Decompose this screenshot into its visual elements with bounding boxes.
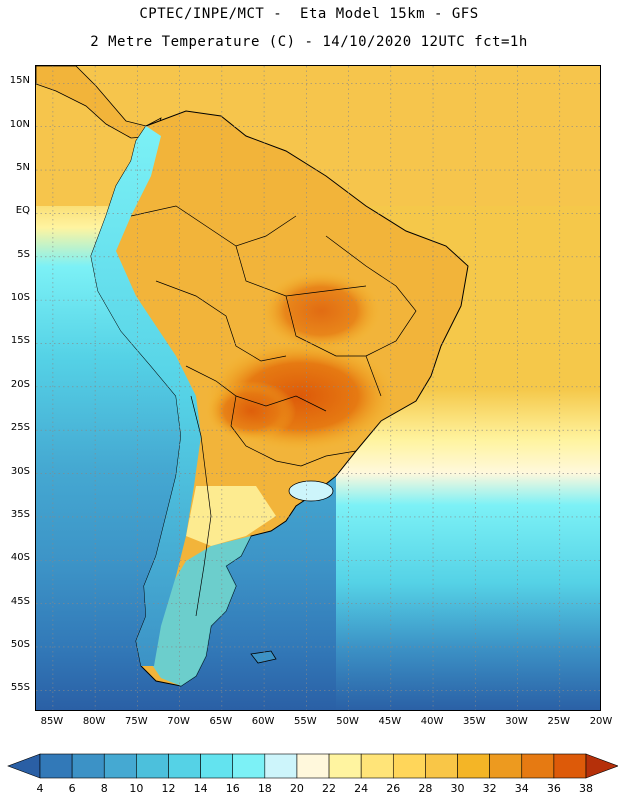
- lon-label: 25W: [547, 716, 571, 727]
- colorbar-swatch: [521, 753, 555, 779]
- colorbar-swatch: [553, 753, 587, 779]
- colorbar-over-arrow: [585, 753, 618, 779]
- hot-core-paraguay: [206, 381, 296, 441]
- lon-label: 40W: [420, 716, 444, 727]
- colorbar-tick-label: 38: [579, 782, 593, 795]
- lon-label: 50W: [336, 716, 359, 727]
- lat-label: 15S: [10, 335, 30, 347]
- colorbar-swatch: [425, 753, 458, 779]
- title-line-1: CPTEC/INPE/MCT - Eta Model 15km - GFS: [139, 6, 479, 22]
- colorbar-tick-label: 30: [451, 782, 465, 795]
- colorbar-swatch: [328, 753, 362, 779]
- border-paraguay: [230, 395, 302, 467]
- lon-label: 60W: [251, 716, 275, 727]
- border-bolivia-brazil: [185, 365, 327, 412]
- colorbar-tick-label: 10: [129, 782, 143, 795]
- lat-label: 30S: [10, 465, 30, 477]
- lat-label: 5S: [17, 248, 30, 260]
- lat-label: 10N: [9, 118, 30, 130]
- colorbar-swatch: [392, 753, 426, 779]
- colorbar-tick-label: 12: [161, 782, 175, 795]
- lon-label: 45W: [378, 716, 402, 727]
- colorbar-swatch: [136, 753, 169, 779]
- border-states-center: [285, 295, 382, 397]
- colorbar-swatch: [296, 753, 330, 779]
- colorbar-swatch: [360, 753, 394, 779]
- andes-cold-strip: [91, 126, 201, 666]
- colorbar-swatches: [7, 753, 618, 779]
- lat-label: 10S: [10, 292, 30, 304]
- colorbar-tick-label: 22: [322, 782, 336, 795]
- lon-label: 75W: [125, 716, 148, 727]
- colorbar-swatch: [39, 753, 73, 779]
- colorbar: 4 6 8 10 12 14 16 18 20 22 24 26 28 30 32 34 36 38: [7, 753, 618, 795]
- rio-de-la-plata: [288, 480, 334, 502]
- country-borders: [130, 205, 417, 617]
- colorbar-tick-label: 28: [418, 782, 432, 795]
- colorbar-tick-label: 34: [515, 782, 529, 795]
- colorbar-tick-label: 14: [194, 782, 208, 795]
- map-canvas: [36, 66, 600, 710]
- lon-label: 55W: [294, 716, 317, 727]
- patagonia-cool: [146, 536, 251, 686]
- lat-label: 55S: [10, 682, 30, 694]
- colorbar-swatch: [457, 753, 490, 779]
- lat-label: EQ: [15, 205, 30, 217]
- lat-label: 25S: [10, 422, 30, 434]
- lon-label: 30W: [505, 716, 528, 727]
- lon-label: 35W: [462, 716, 486, 727]
- colorbar-tick-label: 32: [483, 782, 497, 795]
- colorbar-swatch: [489, 753, 523, 779]
- border-chile-argentina: [190, 395, 212, 617]
- lon-label: 20W: [589, 716, 613, 727]
- hot-core-north: [261, 271, 381, 351]
- colorbar-swatch: [200, 753, 234, 779]
- colorbar-tick-label: 8: [101, 782, 108, 795]
- colorbar-swatch: [168, 753, 201, 779]
- lon-label: 65W: [209, 716, 233, 727]
- lon-label: 80W: [82, 716, 106, 727]
- lat-label: 50S: [10, 638, 30, 650]
- colorbar-swatch: [103, 753, 137, 779]
- map-frame: [35, 65, 601, 711]
- colorbar-tick-label: 24: [354, 782, 368, 795]
- lat-label: 20S: [10, 378, 30, 390]
- pampas-mild: [186, 486, 276, 546]
- lon-label: 70W: [167, 716, 190, 727]
- colorbar-tick-label: 4: [37, 782, 44, 795]
- title-line-2: 2 Metre Temperature (C) - 14/10/2020 12U…: [90, 34, 528, 50]
- lat-label: 5N: [16, 162, 30, 174]
- colorbar-swatch: [71, 753, 105, 779]
- border-uruguay: [300, 450, 357, 467]
- lat-label: 45S: [10, 595, 30, 607]
- lon-label: 85W: [40, 716, 64, 727]
- colorbar-tick-label: 36: [547, 782, 561, 795]
- colorbar-labels: 4 6 8 10 12 14 16 18 20 22 24 26 28 30 32 34 36 38: [37, 782, 594, 795]
- colorbar-under-arrow: [7, 753, 41, 779]
- colorbar-tick-label: 20: [290, 782, 304, 795]
- border-north: [130, 205, 297, 247]
- lat-label: 35S: [10, 508, 30, 520]
- border-states-ne: [325, 235, 417, 357]
- colorbar-tick-label: 6: [69, 782, 76, 795]
- colorbar-tick-label: 26: [386, 782, 400, 795]
- colorbar-swatch: [232, 753, 266, 779]
- border-peru-bolivia: [155, 280, 287, 362]
- lat-label: 15N: [9, 75, 30, 87]
- lat-label: 40S: [10, 552, 30, 564]
- colorbar-tick-label: 16: [226, 782, 240, 795]
- colorbar-tick-label: 18: [258, 782, 272, 795]
- colorbar-swatch: [264, 753, 298, 779]
